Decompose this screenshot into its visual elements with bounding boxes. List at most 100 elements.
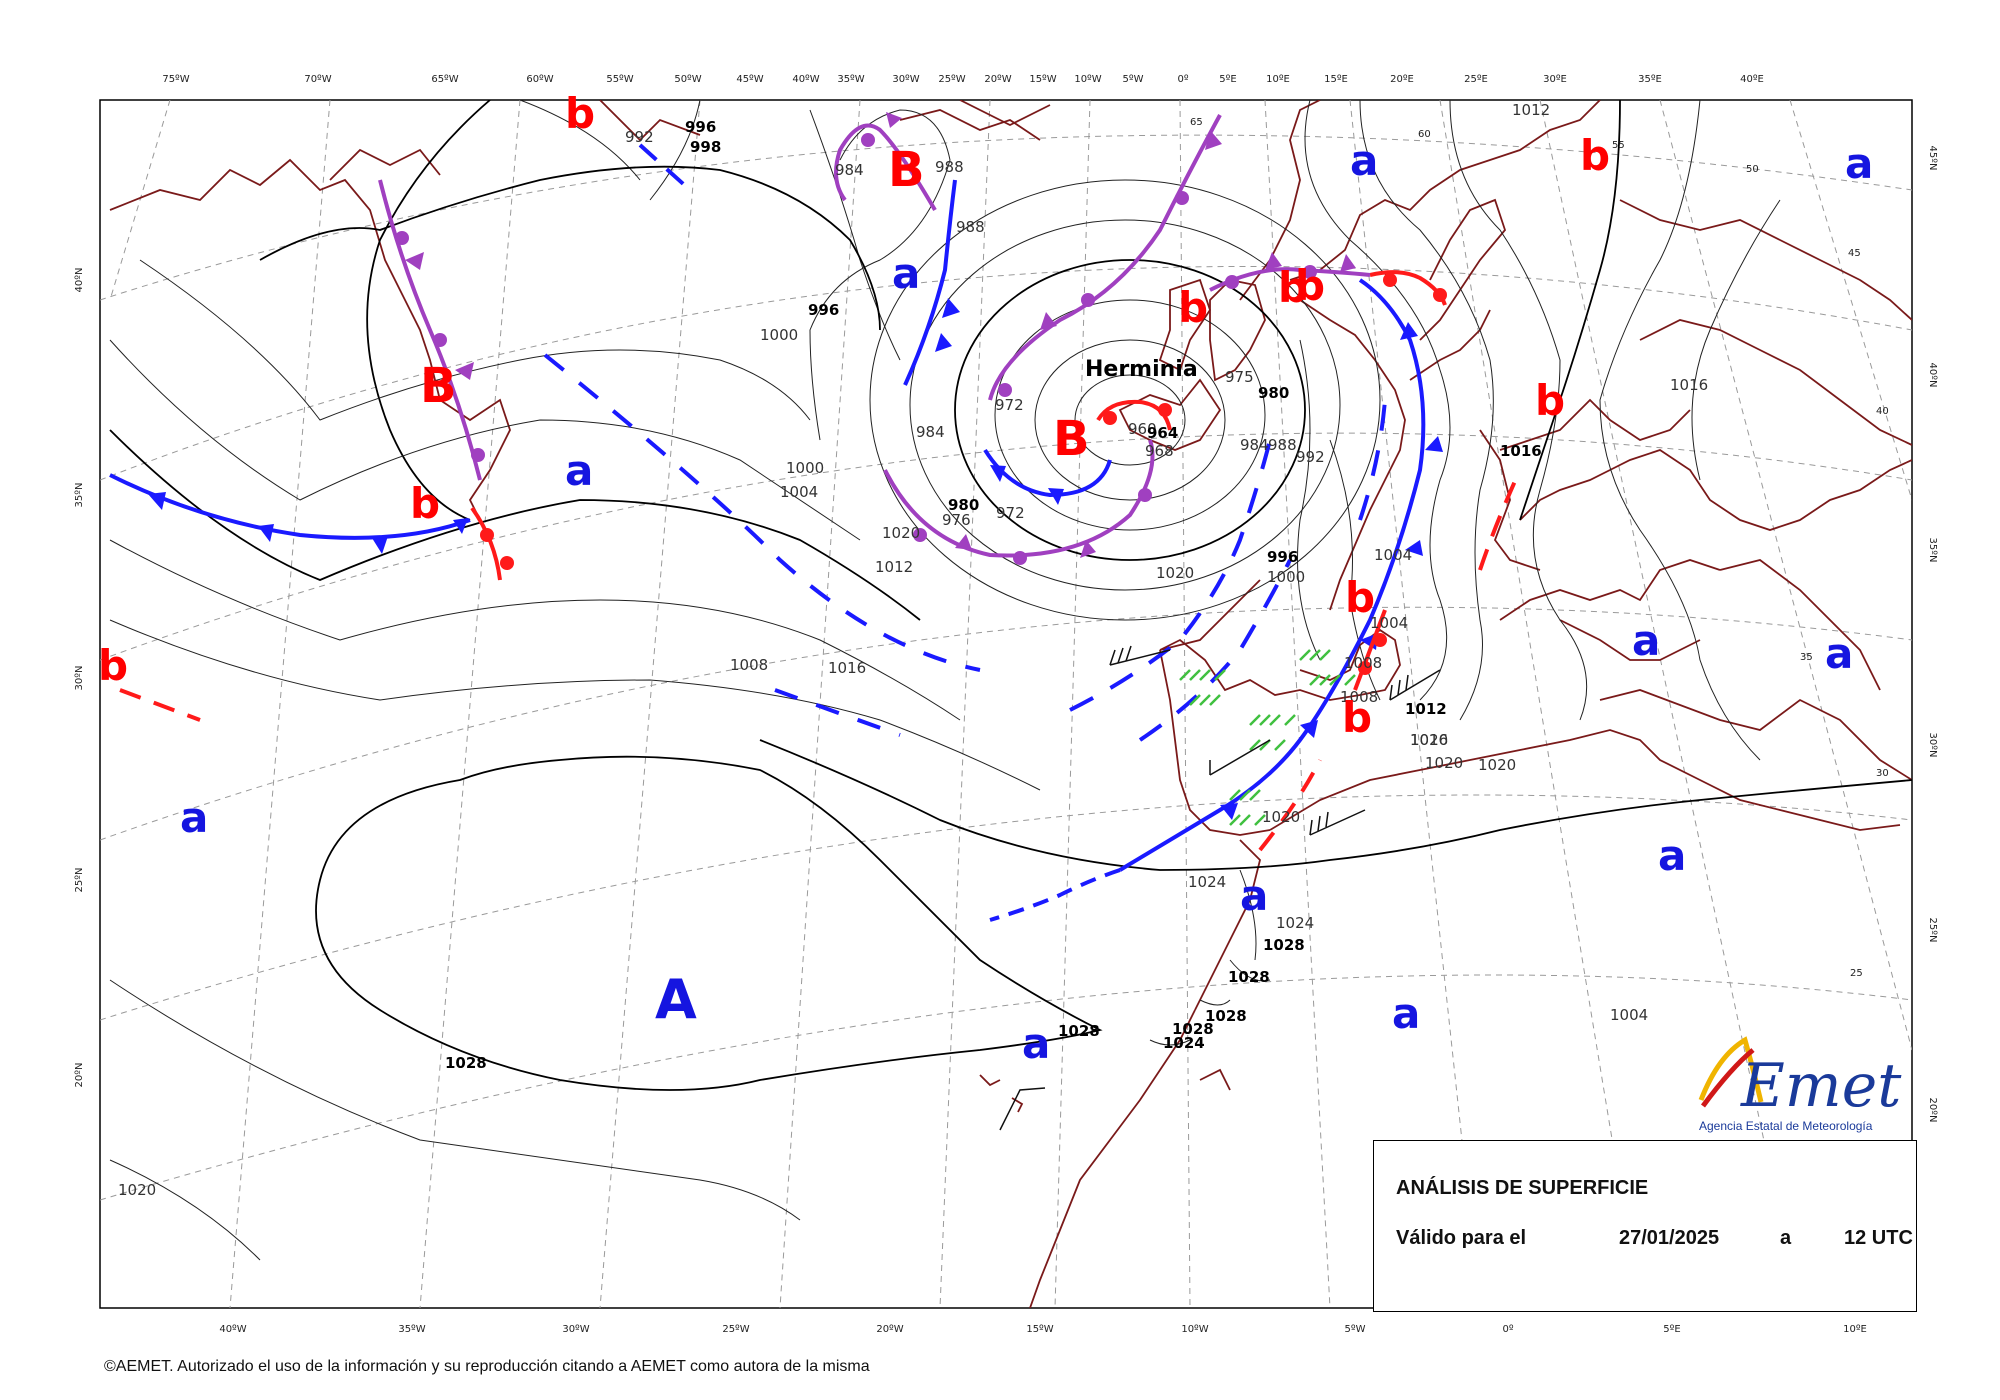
valid-date: 27/01/2025 (1619, 1227, 1720, 1249)
map-frame (99, 99, 1913, 1309)
low-pressure-label: b (1535, 376, 1565, 425)
longitude-label: 35ºW (837, 74, 864, 85)
high-pressure-label: a (1845, 139, 1873, 188)
logo-subtitle: Agencia Estatal de Meteorología (1699, 1119, 1873, 1133)
high-pressure-label: a (1350, 136, 1378, 185)
isobar-value-label: 1028 (1228, 968, 1270, 986)
valid-label: Válido para el (1396, 1227, 1527, 1249)
high-pressure-label: a (1658, 831, 1686, 880)
isobar-value-label: 984 (1240, 436, 1269, 454)
low-pressure-label: b (565, 89, 595, 138)
isobar-value-label: 988 (956, 218, 985, 236)
isobar-value-label: 1020 (1156, 564, 1194, 582)
isobar-value-label: 1008 (1344, 654, 1382, 672)
isobar-value-label: 975 (1225, 368, 1254, 386)
latitude-label: 35ºN (74, 483, 85, 508)
high-pressure-centre: A (655, 968, 697, 1031)
isobar-value-label: 1012 (875, 558, 913, 576)
occluded-fronts (378, 114, 1371, 558)
longitude-label: 75ºW (162, 74, 189, 85)
longitude-label: 15ºE (1324, 74, 1348, 85)
longitude-label: 15ºW (1029, 74, 1056, 85)
isobar-value-label: 1016 (828, 659, 866, 677)
grid-value-label: 40 (1876, 406, 1889, 417)
longitude-label: 30ºE (1543, 74, 1567, 85)
latitude-label: 35ºN (1927, 538, 1938, 563)
aemet-logo: Emet Agencia Estatal de Meteorología (1683, 1028, 1913, 1140)
isobar-value-label: 1000 (1267, 568, 1305, 586)
bottom-longitude-labels: 40ºW 35ºW 30ºW 25ºW 20ºW 15ºW 10ºW 5ºW 0º 5ºE 10ºE (219, 1324, 1867, 1335)
isobar-value-label: 972 (996, 504, 1025, 522)
isobar-value-label: 996 (685, 118, 716, 136)
high-pressure-label: a (1825, 629, 1853, 678)
longitude-label: 45ºW (736, 74, 763, 85)
coastlines (109, 100, 1912, 1308)
longitude-label: 20ºE (1390, 74, 1414, 85)
longitude-label: 10ºW (1181, 1324, 1208, 1335)
longitude-label: 35ºW (398, 1324, 425, 1335)
latitude-label: 20ºN (74, 1063, 85, 1088)
isobar-value-label: 1004 (1610, 1006, 1648, 1024)
longitude-label: 0º (1177, 74, 1188, 85)
longitude-label: 25ºW (938, 74, 965, 85)
isobar-value-label: 992 (1296, 448, 1325, 466)
troughs (119, 143, 1522, 852)
longitude-label: 5ºW (1123, 74, 1144, 85)
right-latitude-labels: 45ºN 40ºN 35ºN 30ºN 25ºN 20ºN (1927, 146, 1938, 1123)
isobar-value-label: 1008 (1340, 688, 1378, 706)
isobar-value-label: 992 (625, 128, 654, 146)
isobar-value-label: 1004 (1374, 546, 1412, 564)
longitude-label: 40ºW (792, 74, 819, 85)
longitude-label: 20ºW (876, 1324, 903, 1335)
longitude-label: 35ºE (1638, 74, 1662, 85)
valid-at: a (1780, 1227, 1792, 1249)
wind-barbs (999, 645, 1441, 1131)
left-latitude-labels: 40ºN 35ºN 30ºN 25ºN 20ºN (74, 268, 85, 1088)
isobar-value-label: 1012 (1405, 700, 1447, 718)
isobar-value-label: 1004 (1370, 614, 1408, 632)
longitude-label: 55ºW (606, 74, 633, 85)
longitude-label: 60ºW (526, 74, 553, 85)
low-pressure-label: b (410, 479, 440, 528)
low-pressure-label: b (1345, 573, 1375, 622)
low-pressure-label: b (98, 641, 128, 690)
latitude-label: 40ºN (74, 268, 85, 293)
longitude-label: 40ºE (1740, 74, 1764, 85)
longitude-label: 25ºW (722, 1324, 749, 1335)
storm-name: Herminia (1085, 357, 1198, 382)
low-pressure-centre: B (420, 358, 457, 414)
longitude-label: 10ºW (1074, 74, 1101, 85)
longitude-label: 5ºE (1219, 74, 1236, 85)
isobar-value-label: 1028 (1058, 1022, 1100, 1040)
isobar-value-label: 976 (942, 511, 971, 529)
longitude-label: 5ºW (1345, 1324, 1366, 1335)
isobar-value-label: 1024 (1188, 873, 1226, 891)
isobar-value-label: 980 (948, 496, 979, 514)
isobar-value-label: 996 (1267, 548, 1298, 566)
high-pressure-label: a (1392, 989, 1420, 1038)
occluded-front-symbols (395, 112, 1356, 565)
isobar-value-label: 1020 (118, 1181, 156, 1199)
longitude-label: 30ºW (562, 1324, 589, 1335)
isobar-value-label: 968 (1145, 442, 1174, 460)
isobar-value-label: 960 (1128, 420, 1157, 438)
low-pressure-label: b (1278, 263, 1308, 312)
isobar-value-label: 998 (690, 138, 721, 156)
high-pressure-label: a (1240, 871, 1268, 920)
copyright-notice: ©AEMET. Autorizado el uso de la informac… (104, 1358, 870, 1375)
grid-value-label: 55 (1612, 140, 1625, 151)
cold-front-triangles (148, 298, 1443, 820)
grid-value-label: 35 (1800, 652, 1813, 663)
low-pressure-label: b (1342, 693, 1372, 742)
isobar-value-label: 1020 (882, 524, 920, 542)
isobar-value-label: 1028 (1172, 1020, 1214, 1038)
latitude-label: 25ºN (1927, 918, 1938, 943)
high-pressure-label: a (1022, 1019, 1050, 1068)
longitude-label: 50ºW (674, 74, 701, 85)
precipitation-hatching (1179, 649, 1356, 826)
high-pressure-label: a (892, 249, 920, 298)
isobar-value-label: 972 (995, 396, 1024, 414)
longitude-label: 20ºW (984, 74, 1011, 85)
high-pressure-label: a (1632, 616, 1660, 665)
isobar-value-label: 1016 (1410, 731, 1448, 749)
